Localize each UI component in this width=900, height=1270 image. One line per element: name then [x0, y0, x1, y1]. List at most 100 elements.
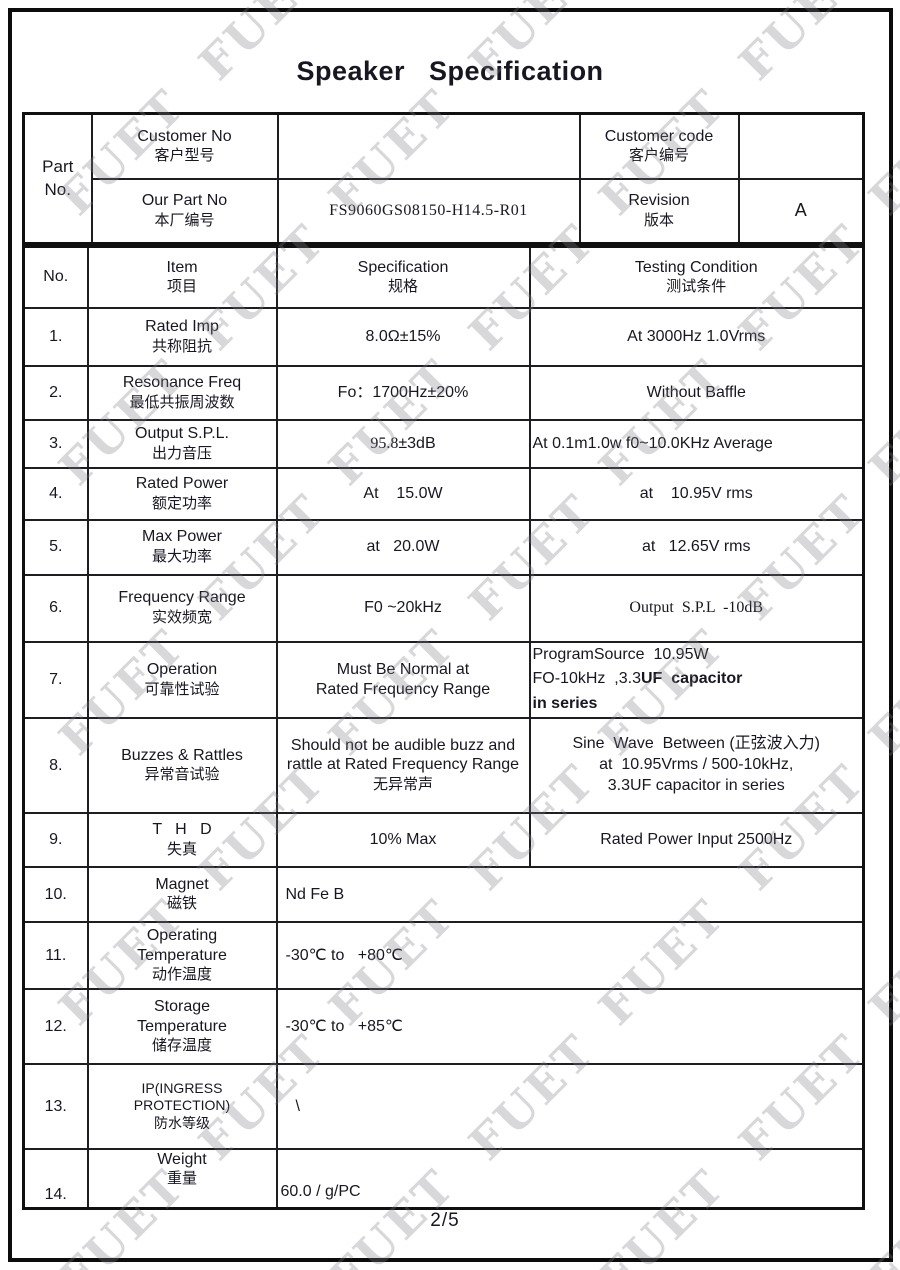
table-row: 10. Magnet 磁铁 Nd Fe B — [22, 865, 865, 923]
row-test: At 3000Hz 1.0Vrms — [528, 306, 865, 367]
item-en: IP(INGRESS PROTECTION) — [133, 1080, 231, 1114]
table-row: 9. T H D 失真 10% Max Rated Power Input 25… — [22, 811, 865, 868]
row-test: Output S.P.L -10dB — [528, 573, 865, 643]
spec-table: Part No. Customer No 客户型号 Customer code … — [22, 112, 865, 1211]
item-cn: 储存温度 — [151, 1037, 212, 1055]
item-en: Magnet — [155, 875, 209, 893]
col-header-no: No. — [22, 245, 89, 309]
revision-value: A — [737, 177, 865, 245]
row-no: 2. — [22, 364, 89, 421]
item-en: Max Power — [141, 528, 223, 546]
test-line: Sine Wave Between (正弦波入力) — [572, 735, 820, 753]
header-row: No. Item 项目 Specification 规格 Testing Con… — [22, 245, 865, 309]
spec-line: Rated Frequency Range — [315, 680, 491, 698]
customer-no-label-cell: Customer No 客户型号 — [90, 112, 279, 180]
row-no: 12. — [22, 987, 89, 1065]
test-line: 3.3UF capacitor in series — [607, 776, 785, 794]
item-cn: 动作温度 — [151, 966, 212, 984]
row-spec: At 15.0W — [275, 466, 531, 521]
item-en: Rated Imp — [145, 317, 219, 335]
test-segment: FO-10kHz ,3.3 — [532, 670, 641, 688]
row-no: 3. — [22, 418, 89, 469]
row-value: -30℃ to +80℃ — [275, 920, 865, 990]
our-part-no-label-cell: Our Part No 本厂编号 — [90, 177, 279, 245]
row-value: 60.0 / g/PC — [275, 1147, 865, 1210]
table-row: 14. Weight 重量 60.0 / g/PC — [22, 1147, 865, 1210]
col-header-test-en: Testing Condition — [634, 258, 758, 276]
our-part-no-label-en: Our Part No — [141, 192, 228, 210]
col-header-spec-cn: 规格 — [387, 278, 418, 296]
customer-code-label-cn: 客户编号 — [628, 147, 689, 165]
row-no: 5. — [22, 518, 89, 576]
item-cn: 可靠性试验 — [144, 680, 220, 698]
part-section-table: Part No. Customer No 客户型号 Customer code … — [22, 112, 865, 245]
row-item: Output S.P.L. 出力音压 — [86, 418, 278, 469]
item-cn: 最大功率 — [151, 548, 212, 565]
item-en: Rated Power — [135, 474, 229, 492]
spec-cn: 无异常声 — [372, 775, 433, 793]
table-row: 7. Operation 可靠性试验 Must Be Normal at Rat… — [22, 640, 865, 719]
table-row: 11. Operating Temperature 动作温度 -30℃ to +… — [22, 920, 865, 990]
table-row: 12. Storage Temperature 储存温度 -30℃ to +85… — [22, 987, 865, 1065]
row-no: 8. — [22, 716, 89, 814]
spec-line: Must Be Normal at — [336, 661, 470, 679]
row-no: 4. — [22, 466, 89, 521]
row-test: ProgramSource 10.95W FO-10kHz ,3.3UF cap… — [528, 640, 865, 719]
row-test: Sine Wave Between (正弦波入力) at 10.95Vrms /… — [528, 716, 865, 814]
row-item: Max Power 最大功率 — [86, 518, 278, 576]
spec-value-serif: 95.8 — [370, 434, 399, 452]
table-row: 3. Output S.P.L. 出力音压 95.8±3dB At 0.1m1.… — [22, 418, 865, 469]
row-spec: 8.0Ω±15% — [275, 306, 531, 367]
row-spec: 10% Max — [275, 811, 531, 868]
item-en: Operation — [146, 661, 218, 679]
our-part-no-value: FS9060GS08150-H14.5-R01 — [276, 177, 581, 245]
row-no: 6. — [22, 573, 89, 643]
row-spec: Fo：1700Hz±20% — [275, 364, 531, 421]
row-spec: Should not be audible buzz and rattle at… — [275, 716, 531, 814]
customer-code-value-cell — [737, 112, 865, 180]
page-title: Speaker Specification — [296, 56, 604, 86]
row-item: Magnet 磁铁 — [86, 865, 278, 923]
page-border — [8, 8, 893, 1262]
row-item: Weight 重量 — [86, 1147, 278, 1210]
customer-no-value-cell — [276, 112, 581, 180]
revision-label-cell: Revision 版本 — [578, 177, 740, 245]
row-value: -30℃ to +85℃ — [275, 987, 865, 1065]
col-header-test: Testing Condition 测试条件 — [528, 245, 865, 309]
spec-value: ±3dB — [398, 434, 436, 452]
item-en: Resonance Freq — [122, 373, 242, 391]
row-test: Rated Power Input 2500Hz — [528, 811, 865, 868]
our-part-no-label-cn: 本厂编号 — [154, 211, 215, 229]
item-cn: 出力音压 — [151, 444, 212, 462]
spec-en: Should not be audible buzz and rattle at… — [286, 736, 520, 773]
row-test: Without Baffle — [528, 364, 865, 421]
row-item: Operating Temperature 动作温度 — [86, 920, 278, 990]
item-cn: 共称阻抗 — [151, 337, 212, 355]
part-no-header-cell: Part No. — [22, 112, 93, 245]
row-no: 10. — [22, 865, 89, 923]
item-cn: 异常音试验 — [144, 766, 220, 784]
item-cn: 实效频宽 — [151, 609, 212, 626]
row-item: Frequency Range 实效频宽 — [86, 573, 278, 643]
table-row: 6. Frequency Range 实效频宽 F0 ~20kHz Output… — [22, 573, 865, 643]
item-en: Output S.P.L. — [135, 424, 229, 442]
table-row: 4. Rated Power 额定功率 At 15.0W at 10.95V r… — [22, 466, 865, 521]
table-row: 13. IP(INGRESS PROTECTION) 防水等级 \ — [22, 1062, 865, 1150]
row-item: Rated Imp 共称阻抗 — [86, 306, 278, 367]
row-item: Resonance Freq 最低共振周波数 — [86, 364, 278, 421]
table-row: 2. Resonance Freq 最低共振周波数 Fo：1700Hz±20% … — [22, 364, 865, 421]
row-spec: at 20.0W — [275, 518, 531, 576]
revision-label-en: Revision — [628, 192, 690, 210]
item-en: T H D — [152, 821, 212, 839]
row-no: 1. — [22, 306, 89, 367]
item-cn: 额定功率 — [151, 494, 212, 512]
row-item: Storage Temperature 储存温度 — [86, 987, 278, 1065]
row-item: T H D 失真 — [86, 811, 278, 868]
page-number: 2/5 — [430, 1210, 460, 1231]
test-line: FO-10kHz ,3.3UF capacitor — [533, 667, 861, 692]
row-spec: F0 ~20kHz — [275, 573, 531, 643]
test-segment-bold: UF capacitor — [640, 670, 743, 688]
test-line: ProgramSource 10.95W — [532, 645, 709, 663]
item-cn: 重量 — [166, 1170, 197, 1188]
